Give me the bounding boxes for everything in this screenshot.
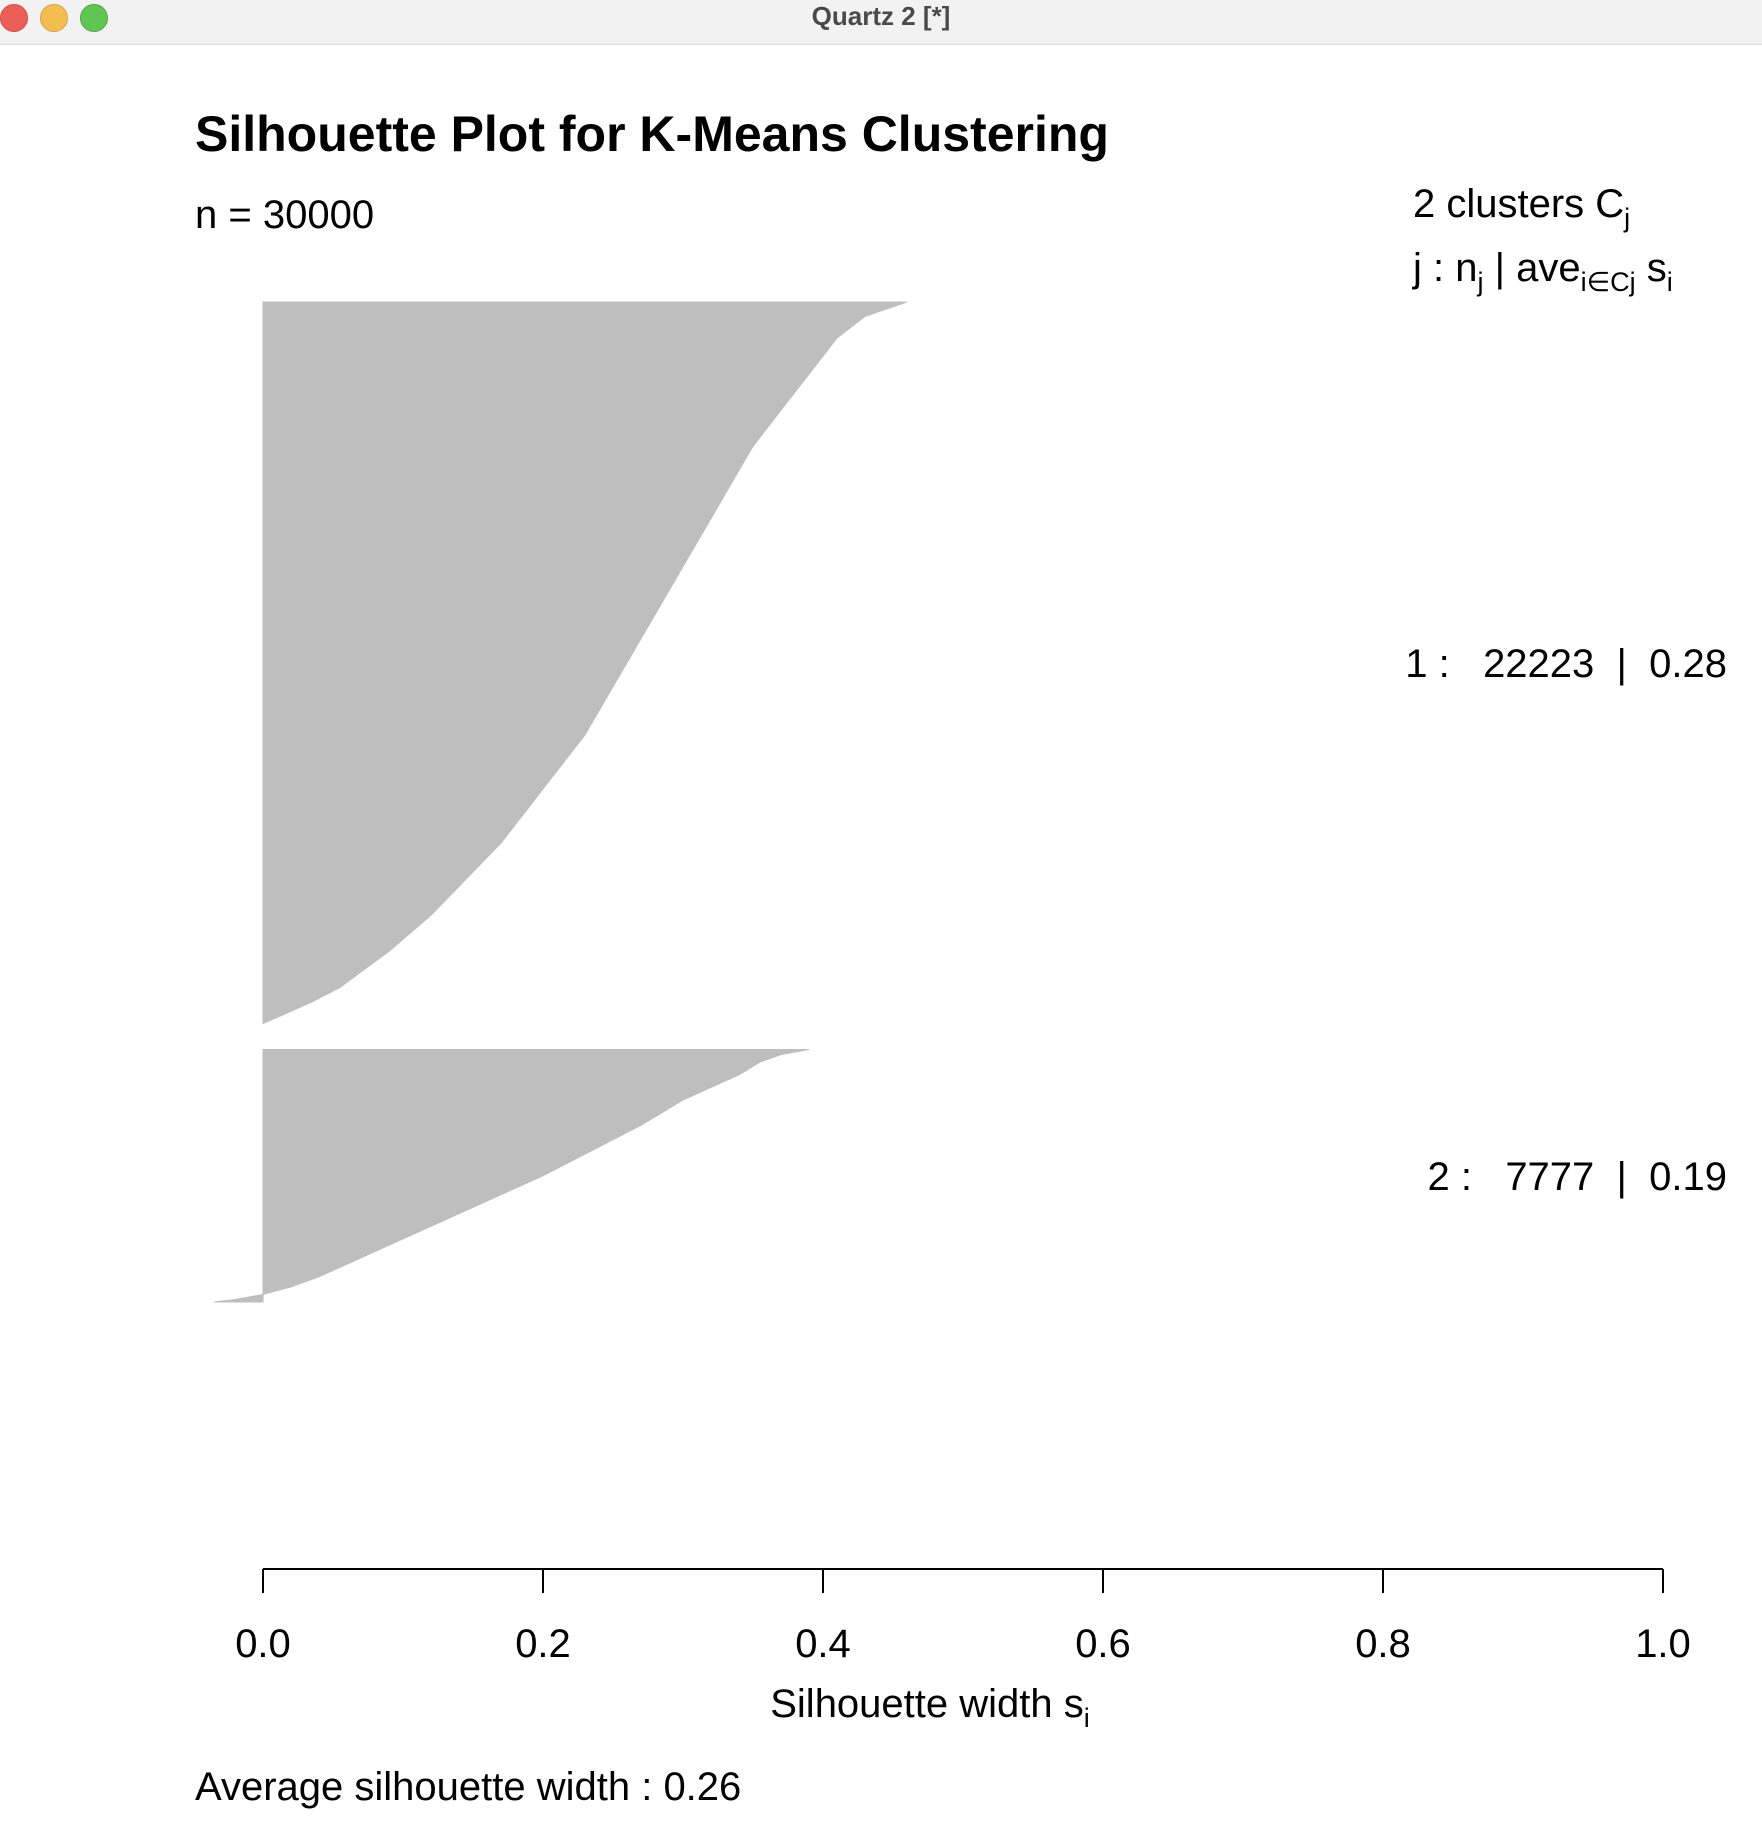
zoom-window-button[interactable] xyxy=(80,4,108,32)
x-axis-label: Silhouette width si xyxy=(770,1682,1090,1733)
minimize-window-button[interactable] xyxy=(40,4,68,32)
x-axis: 0.0 0.2 0.4 0.6 0.8 1.0 xyxy=(235,1568,1691,1666)
x-axis-label-main: Silhouette width s xyxy=(770,1682,1084,1726)
chart-title: Silhouette Plot for K-Means Clustering xyxy=(195,106,1109,162)
legend-header-ave-sub: i∈Cj xyxy=(1581,267,1636,297)
silhouette-chart: Silhouette Plot for K-Means Clustering n… xyxy=(195,106,1727,1809)
legend-header-line1: 2 clusters Cj xyxy=(1413,182,1630,233)
average-silhouette-width: Average silhouette width : 0.26 xyxy=(195,1765,741,1809)
x-axis-tick-label: 0.8 xyxy=(1355,1622,1411,1666)
legend-header-j: j : n xyxy=(1412,246,1477,290)
legend-header-s: s xyxy=(1636,246,1667,290)
legend-header-ave: | ave xyxy=(1483,246,1580,290)
x-axis-tick-label: 0.4 xyxy=(795,1622,851,1666)
cluster-1-label: 1 : 22223 | 0.28 xyxy=(1405,642,1727,686)
legend-header-clusters: 2 clusters C xyxy=(1413,182,1624,226)
window-title: Quartz 2 [*] xyxy=(811,1,951,31)
x-axis-tick-label: 0.6 xyxy=(1075,1622,1131,1666)
x-axis-tick-label: 0.2 xyxy=(515,1622,571,1666)
close-window-button[interactable] xyxy=(0,4,28,32)
cluster-labels: 1 : 22223 | 0.28 2 : 7777 | 0.19 xyxy=(1405,642,1727,1199)
cluster-1-silhouette-bars xyxy=(262,301,908,1025)
legend-header-line2: j : nj | avei∈Cj si xyxy=(1412,246,1673,297)
cluster-2-silhouette-bars xyxy=(213,1049,810,1303)
plot-area: Silhouette Plot for K-Means Clustering n… xyxy=(0,45,1762,1830)
x-axis-tick-label: 1.0 xyxy=(1635,1622,1691,1666)
x-axis-label-sub: i xyxy=(1084,1703,1090,1733)
x-axis-tick-label: 0.0 xyxy=(235,1622,291,1666)
legend-header-s-sub: i xyxy=(1667,267,1673,297)
window-titlebar: Quartz 2 [*] xyxy=(0,0,1762,45)
legend-header-j-sub: j xyxy=(1476,267,1483,297)
cluster-2-label: 2 : 7777 | 0.19 xyxy=(1428,1155,1728,1199)
legend-header-clusters-sub: j xyxy=(1623,203,1630,233)
chart-subtitle: n = 30000 xyxy=(195,193,374,237)
silhouette-bars xyxy=(213,301,908,1303)
